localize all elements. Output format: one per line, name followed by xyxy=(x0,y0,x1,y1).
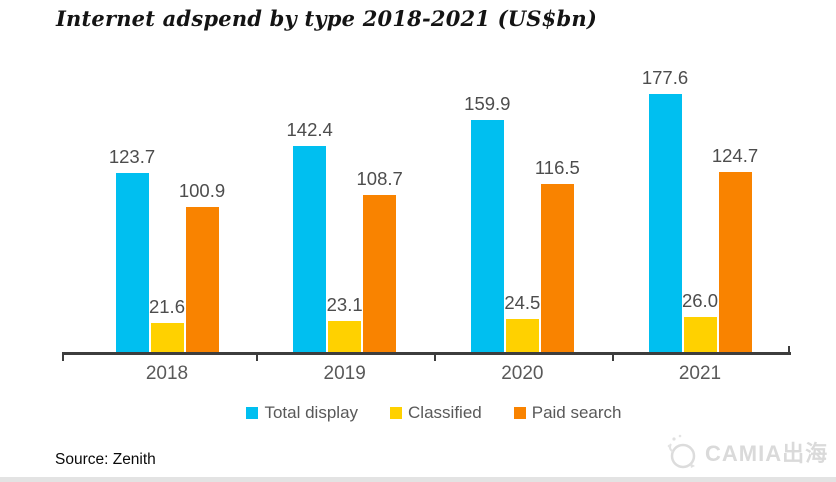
legend-swatch-icon xyxy=(246,407,259,419)
bar-paid-search-2019 xyxy=(363,195,397,355)
bar-total-display-2019 xyxy=(293,145,327,355)
watermark-text: CAMIA出海 xyxy=(705,441,829,466)
chart-legend: Total display Classified Paid search xyxy=(16,403,836,423)
value-label-total-display-2018: 123.7 xyxy=(108,146,156,168)
value-label-paid-search-2020: 116.5 xyxy=(534,156,580,178)
x-axis-line xyxy=(62,352,791,355)
bar-paid-search-2021 xyxy=(718,171,752,355)
x-tick-label-2020: 2020 xyxy=(501,363,544,384)
legend-swatch-icon xyxy=(513,407,526,419)
x-axis-tick-2 xyxy=(434,355,436,361)
bar-classified-2021 xyxy=(683,316,717,355)
x-axis-tick-1 xyxy=(256,355,258,361)
value-label-paid-search-2018: 100.9 xyxy=(178,179,226,201)
x-axis-tick-4 xyxy=(788,346,790,352)
value-label-total-display-2019: 142.4 xyxy=(286,118,333,140)
bar-classified-2018 xyxy=(150,323,184,355)
legend-label: Paid search xyxy=(531,403,622,422)
chart-title: Internet adspend by type 2018-2021 (US$b… xyxy=(56,6,597,31)
source-note: Source: Zenith xyxy=(55,451,156,468)
camia-globe-logo-icon xyxy=(667,434,696,469)
value-label-paid-search-2019: 108.7 xyxy=(356,168,403,190)
bar-total-display-2020 xyxy=(470,120,504,355)
value-label-classified-2018: 21.6 xyxy=(148,296,185,318)
x-tick-label-2021: 2021 xyxy=(678,363,722,384)
legend-swatch-icon xyxy=(390,407,403,419)
x-axis-tick-3 xyxy=(612,355,614,361)
legend-item-paid-search: Paid search xyxy=(513,403,622,423)
x-tick-label-2018: 2018 xyxy=(145,363,189,384)
legend-label: Classified xyxy=(408,403,482,422)
bar-classified-2019 xyxy=(328,321,362,355)
x-axis-tick-0 xyxy=(62,355,64,361)
bar-total-display-2021 xyxy=(648,94,682,355)
value-label-paid-search-2021: 124.7 xyxy=(711,144,759,166)
value-label-classified-2020: 24.5 xyxy=(504,292,541,314)
watermark: CAMIA出海 xyxy=(664,429,828,475)
bar-classified-2020 xyxy=(505,319,539,355)
value-label-total-display-2021: 177.6 xyxy=(641,67,689,89)
legend-item-classified: Classified xyxy=(390,403,482,423)
bar-total-display-2018 xyxy=(115,173,149,355)
bar-paid-search-2018 xyxy=(185,206,219,355)
legend-item-total-display: Total display xyxy=(246,403,358,423)
x-tick-label-2019: 2019 xyxy=(323,363,366,384)
bar-paid-search-2020 xyxy=(540,183,574,355)
bottom-edge-strip xyxy=(0,477,836,482)
value-label-classified-2019: 23.1 xyxy=(326,294,363,316)
value-label-total-display-2020: 159.9 xyxy=(464,93,511,115)
legend-label: Total display xyxy=(264,403,359,422)
value-label-classified-2021: 26.0 xyxy=(681,289,718,311)
